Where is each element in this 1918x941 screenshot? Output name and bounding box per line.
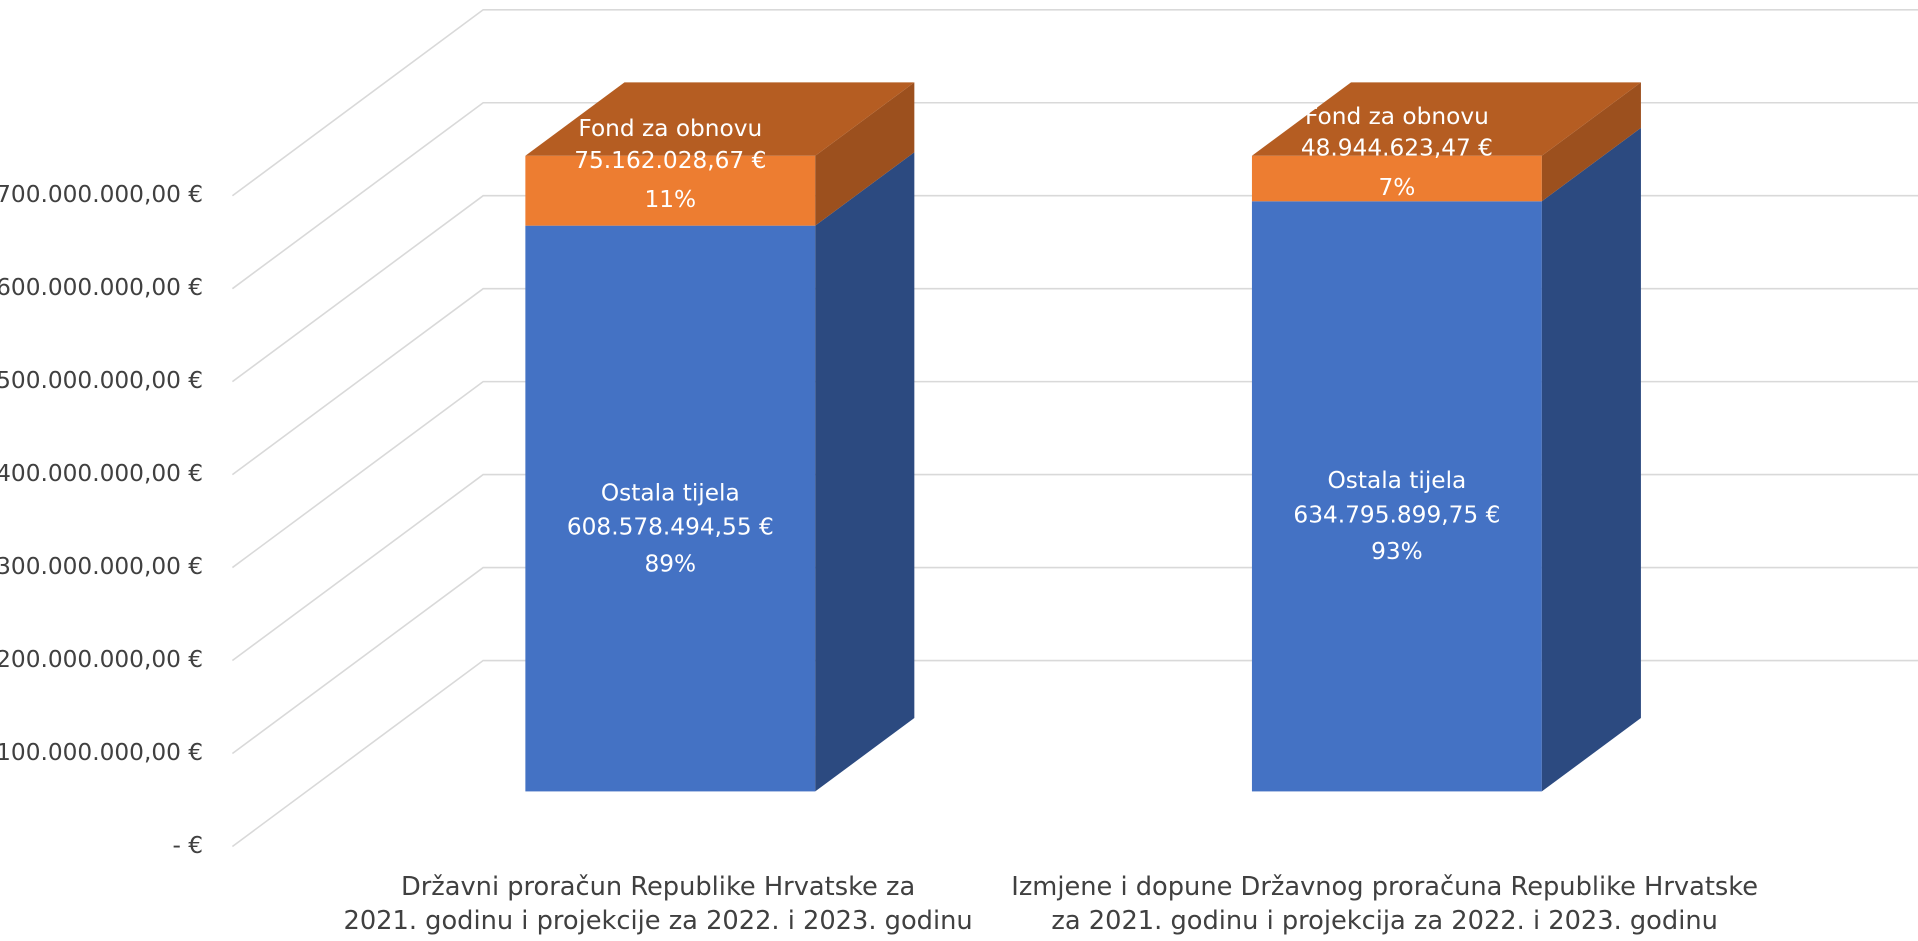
- value-label: 75.162.028,67 €: [574, 147, 766, 174]
- bar-front: [1251, 155, 1542, 202]
- y-tick-label: 700.000.000,00 €: [0, 181, 203, 208]
- y-tick-label: 500.000.000,00 €: [0, 367, 203, 394]
- percent-label: 7%: [1378, 174, 1415, 201]
- y-tick-label: - €: [172, 832, 203, 859]
- bar-side: [815, 152, 915, 792]
- bar-side: [1541, 82, 1641, 202]
- value-label: 634.795.899,75 €: [1293, 501, 1500, 528]
- y-tick-label: 300.000.000,00 €: [0, 553, 203, 580]
- x-tick-label: Državni proračun Republike Hrvatske za 20…: [344, 871, 973, 935]
- value-label: 48.944.623,47 €: [1301, 135, 1493, 162]
- bar-side: [1541, 127, 1641, 792]
- y-tick-label: 400.000.000,00 €: [0, 460, 203, 487]
- series-label: Fond za obnovu: [1305, 103, 1489, 130]
- bar-top: [1251, 82, 1641, 156]
- plot: - € 100.000.000,00 € 200.000.000,00 € 300.0…: [0, 8, 1918, 936]
- y-tick-label: 600.000.000,00 €: [0, 274, 203, 301]
- grid-line: [231, 659, 1918, 848]
- series-label: Fond za obnovu: [578, 115, 762, 142]
- bar-front: [525, 225, 816, 792]
- bar-top: [525, 82, 915, 156]
- bar-front: [1251, 201, 1542, 792]
- series-label: Ostala tijela: [601, 479, 740, 506]
- series-label: Ostala tijela: [1327, 467, 1466, 494]
- percent-label: 11%: [644, 186, 696, 213]
- y-tick-label: 200.000.000,00 €: [0, 646, 203, 673]
- bar-side: [815, 82, 915, 226]
- value-label: 608.578.494,55 €: [567, 514, 774, 541]
- y-tick-label: 100.000.000,00 €: [0, 739, 203, 766]
- x-tick-label: Izmjene i dopune Državnog proračuna Repu…: [1011, 871, 1758, 935]
- percent-label: 93%: [1371, 538, 1423, 565]
- percent-label: 89%: [644, 550, 696, 577]
- bar-front: [525, 155, 816, 226]
- grid-line: [231, 8, 1918, 197]
